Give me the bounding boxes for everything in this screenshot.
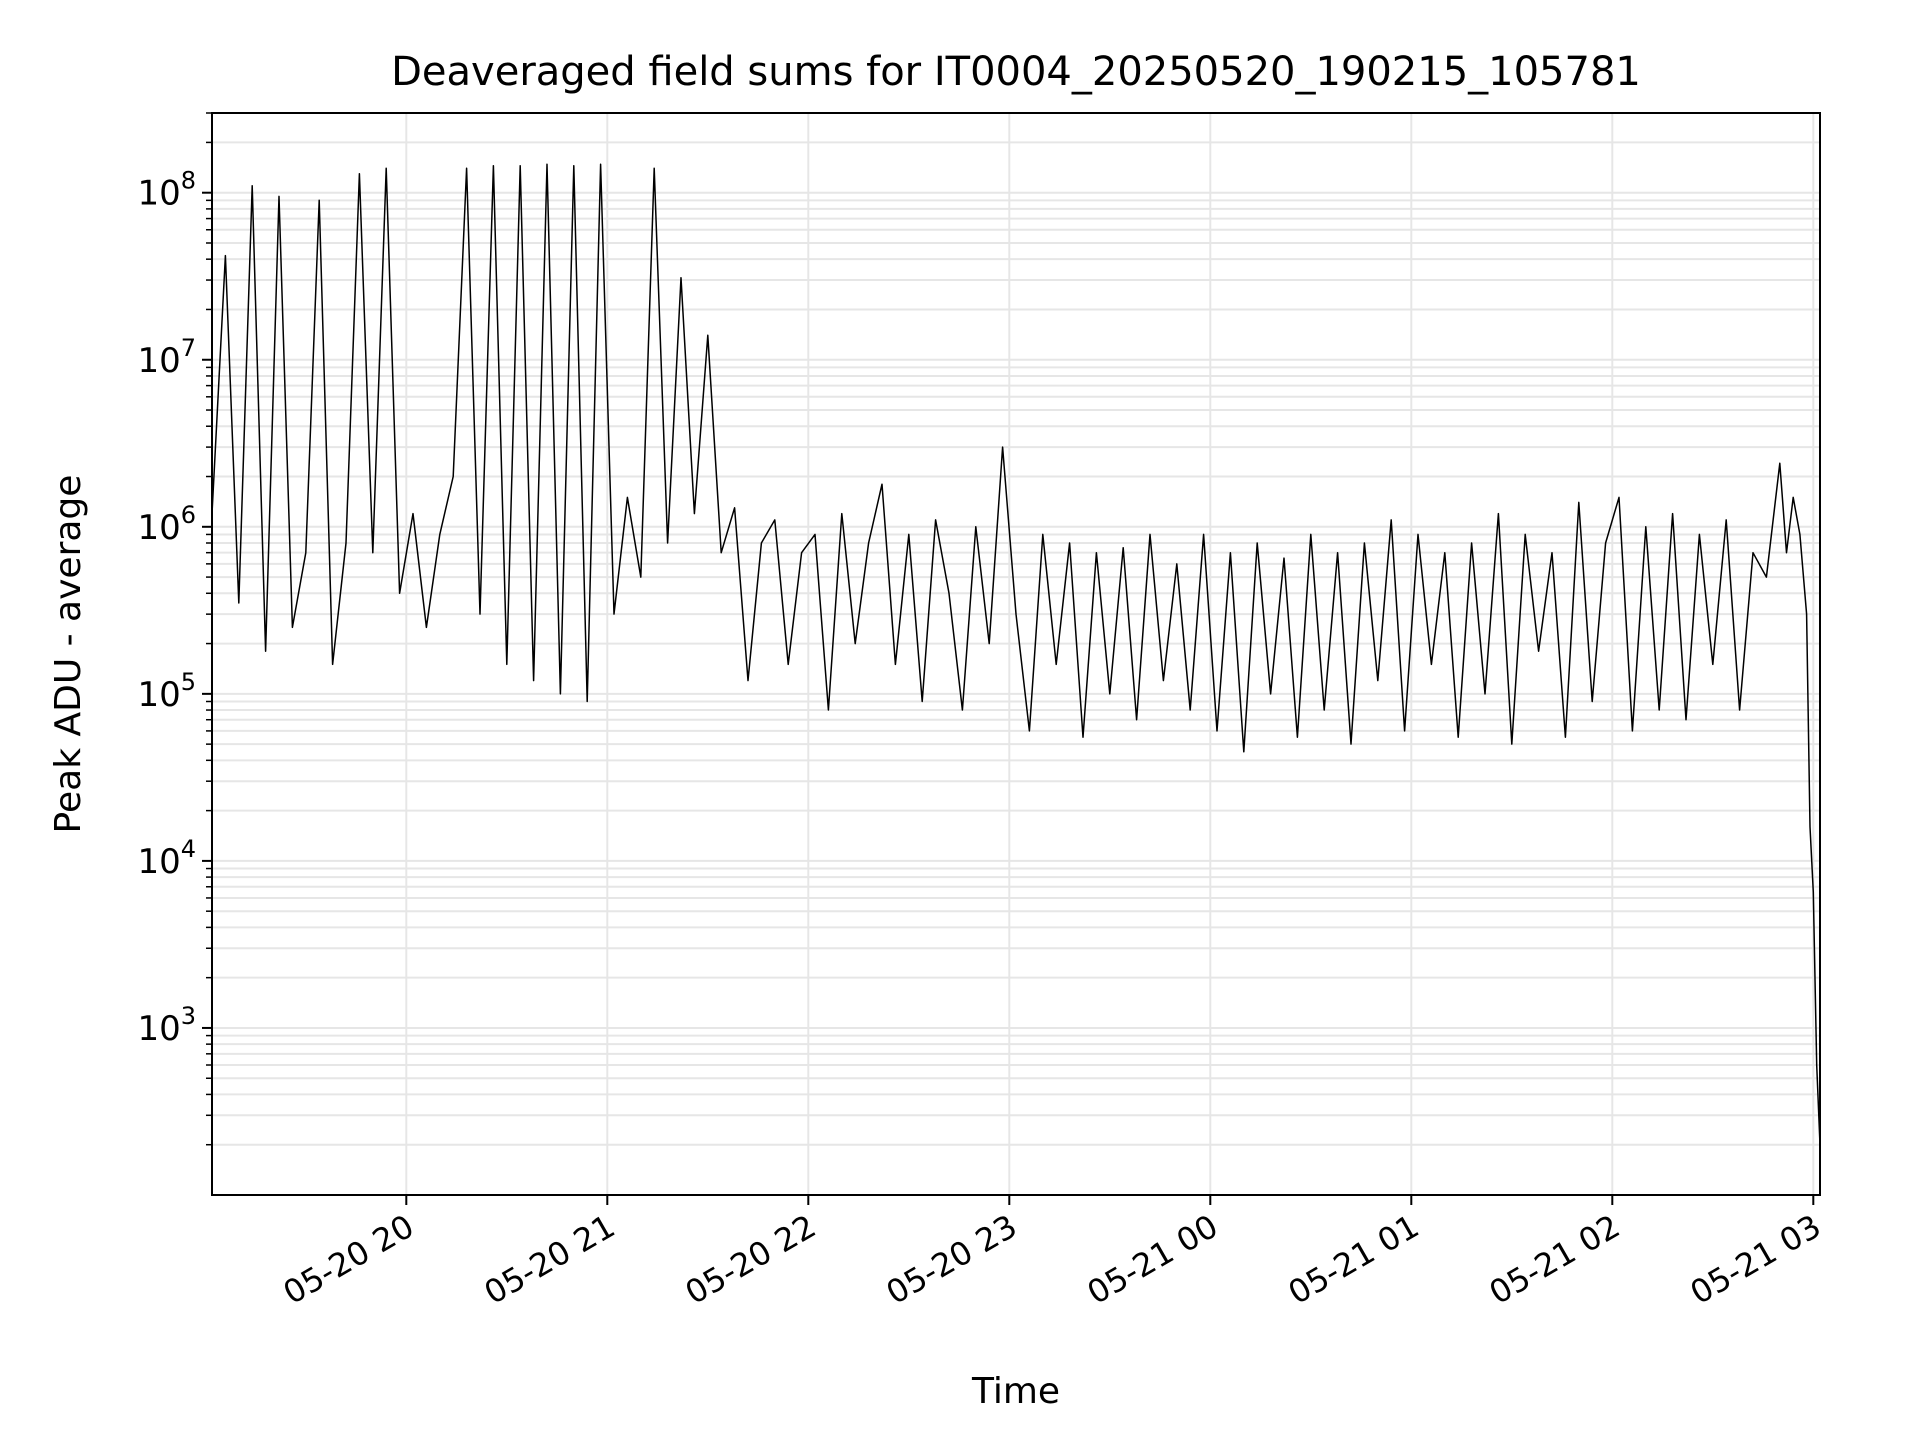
y-axis: 103 104 105 106 107 108 <box>137 112 212 1146</box>
axes-frame <box>211 112 1821 1196</box>
series-line-0 <box>211 163 1821 1145</box>
y-tick-label: 103 <box>137 1002 196 1049</box>
y-tick-label: 107 <box>137 334 196 381</box>
y-tick-label: 106 <box>137 501 196 548</box>
x-axis-label: Time <box>971 1371 1060 1412</box>
series-layer <box>211 163 1821 1145</box>
chart-title: Deaveraged field sums for IT0004_2025052… <box>391 49 1641 95</box>
y-tick-label: 104 <box>137 835 196 882</box>
y-axis-label: Peak ADU - average <box>48 475 89 834</box>
major-gridlines <box>212 113 1820 1195</box>
minor-gridlines <box>212 112 1820 1146</box>
y-tick-label: 105 <box>137 668 196 715</box>
y-tick-label: 108 <box>137 167 196 214</box>
